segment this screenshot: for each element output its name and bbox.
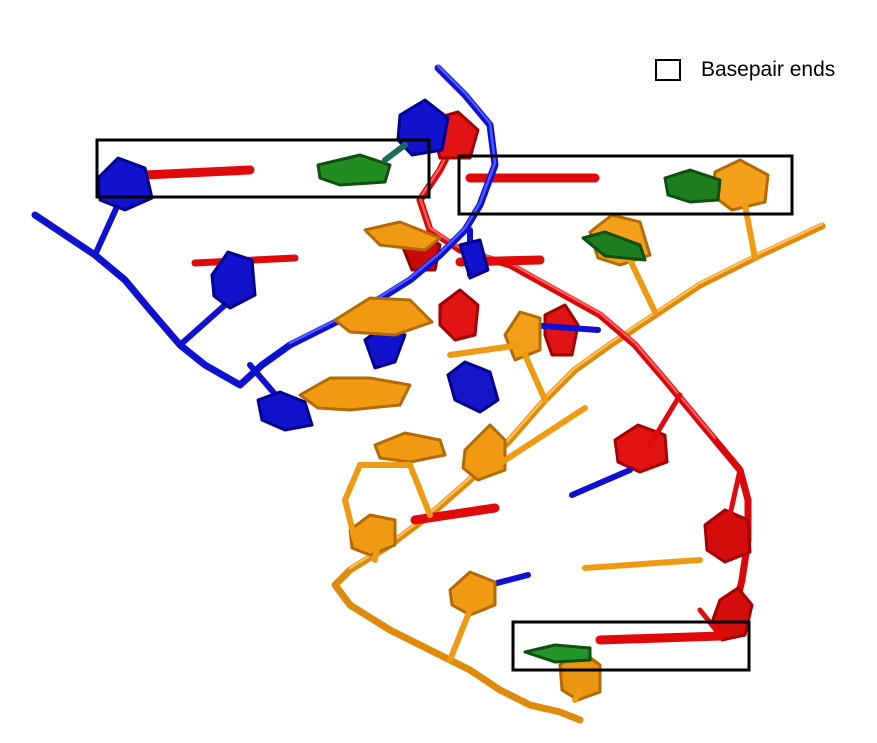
red-base-link xyxy=(727,467,743,518)
red-base xyxy=(140,165,255,180)
orange-branch xyxy=(357,462,433,518)
orange-ring xyxy=(298,376,412,412)
green-link xyxy=(382,142,408,163)
red-base xyxy=(595,631,725,645)
basepair-end-box xyxy=(457,154,794,216)
orange-ring xyxy=(448,570,497,617)
blue-branch xyxy=(177,302,228,348)
green-base xyxy=(581,230,647,262)
orange-branch xyxy=(522,352,548,403)
legend-swatch xyxy=(655,59,681,81)
red-backbone-hi xyxy=(418,126,717,440)
green-base xyxy=(316,153,392,187)
blue-ring xyxy=(256,390,314,432)
blue-branch xyxy=(92,197,123,258)
blue-ring xyxy=(446,360,500,414)
blue-base xyxy=(569,467,633,498)
orange-ring xyxy=(333,296,434,337)
orange-branch xyxy=(447,342,523,358)
orange-ring xyxy=(461,423,507,482)
orange-branch xyxy=(572,687,583,703)
green-base xyxy=(523,643,592,664)
orange-branch xyxy=(582,557,703,571)
orange-branch xyxy=(447,607,473,663)
red-base-link xyxy=(647,392,683,448)
blue-ring xyxy=(458,238,490,280)
orange-branch xyxy=(487,405,588,473)
orange-branch xyxy=(372,527,383,563)
green-base xyxy=(663,168,722,204)
basepair-end-box xyxy=(95,138,431,199)
blue-ring xyxy=(210,250,257,310)
orange-branch xyxy=(342,462,363,543)
red-base xyxy=(410,503,500,525)
blue-ring xyxy=(96,156,154,212)
orange-ring xyxy=(348,513,397,557)
orange-ring xyxy=(373,431,447,464)
orange-ring xyxy=(363,220,442,252)
orange-ring xyxy=(503,310,542,362)
red-ring xyxy=(703,508,752,564)
orange-branch xyxy=(627,257,658,315)
red-ring xyxy=(438,288,480,342)
basepair-end-box xyxy=(511,620,751,672)
legend-label: Basepair ends xyxy=(701,58,836,81)
legend: Basepair ends xyxy=(655,58,835,82)
